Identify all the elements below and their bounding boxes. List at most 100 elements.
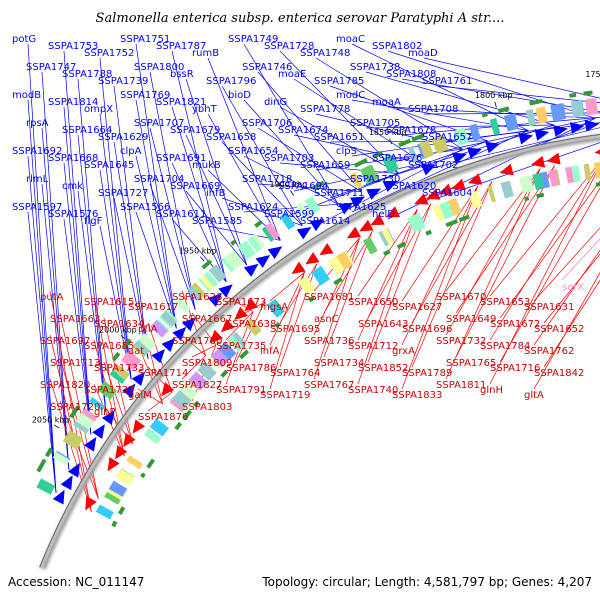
- gene-label[interactable]: SSPA1785: [314, 76, 364, 87]
- gene-label[interactable]: SSPA1654: [228, 146, 278, 157]
- gene-label[interactable]: SSPA1663: [50, 314, 100, 325]
- gene-label[interactable]: modC: [336, 90, 365, 101]
- gene-label[interactable]: SSPA1764: [270, 368, 320, 379]
- gene-label[interactable]: bssR: [170, 69, 194, 80]
- gene-label[interactable]: SSPA1697: [40, 336, 90, 347]
- gene-label[interactable]: mukB: [192, 160, 221, 171]
- gene-label[interactable]: SSPA1789: [402, 368, 452, 379]
- gene-label[interactable]: SSPA1702: [408, 160, 458, 171]
- gene-label[interactable]: pflA: [138, 324, 158, 335]
- gene-label[interactable]: SSPA1753: [48, 41, 98, 52]
- gene-label[interactable]: SSPA1705: [350, 118, 400, 129]
- gene-label[interactable]: SSPA1735: [216, 341, 266, 352]
- gene-label[interactable]: SSPA1706: [242, 118, 292, 129]
- gene-label[interactable]: SSPA1827: [172, 380, 222, 391]
- gene-label[interactable]: SSPA1752: [84, 48, 134, 59]
- gene-label[interactable]: SSPA1668: [48, 153, 98, 164]
- gene-label[interactable]: SSPA1617: [128, 302, 178, 313]
- gene-label[interactable]: SSPA1787: [156, 41, 206, 52]
- gene-label[interactable]: SSPA1626: [172, 292, 222, 303]
- gene-label[interactable]: SSPA1708: [408, 104, 458, 115]
- gene-label[interactable]: bioD: [228, 90, 251, 101]
- gene-label[interactable]: SSPA1620: [386, 181, 436, 192]
- gene-label[interactable]: SSPA1808: [386, 69, 436, 80]
- gene-label[interactable]: SSPA1751: [120, 34, 170, 45]
- gene-label[interactable]: SSPA1585: [192, 216, 242, 227]
- gene-label[interactable]: SSPA1803: [182, 402, 232, 413]
- gene-label[interactable]: SSPA1786: [226, 363, 276, 374]
- gene-label[interactable]: rlmL: [26, 174, 49, 185]
- gene-label[interactable]: SSPA1651: [314, 132, 364, 143]
- gene-label[interactable]: SSPA1800: [134, 62, 184, 73]
- gene-label[interactable]: SSPA1811: [436, 380, 486, 391]
- gene-label[interactable]: SSPA1669: [170, 181, 220, 192]
- gene-label[interactable]: SSPA1762: [524, 346, 574, 357]
- gene-label[interactable]: galM: [128, 390, 152, 401]
- gene-label[interactable]: SSPA1615: [84, 297, 134, 308]
- gene-label[interactable]: SSPA1692: [12, 146, 62, 157]
- gene-label[interactable]: SSPA1678: [386, 125, 436, 136]
- gene-label[interactable]: SSPA1778: [300, 104, 350, 115]
- gene-label[interactable]: SSPA1696: [402, 324, 452, 335]
- gene-label[interactable]: SSPA1796: [206, 76, 256, 87]
- gene-label[interactable]: SSPA1733: [94, 363, 144, 374]
- gene-label[interactable]: SSPA1876: [138, 412, 188, 423]
- gene-label[interactable]: helD: [372, 209, 395, 220]
- gene-label[interactable]: aat: [128, 346, 144, 357]
- gene-label[interactable]: modB: [12, 90, 41, 101]
- gene-label[interactable]: SSPA1627: [392, 302, 442, 313]
- gene-label[interactable]: SSPA1732: [436, 336, 486, 347]
- rna-label[interactable]: serX: [562, 282, 584, 293]
- gene-label[interactable]: SSPA1720: [50, 402, 100, 413]
- gene-label[interactable]: SSPA1695: [270, 324, 320, 335]
- gene-label[interactable]: glnP: [94, 407, 116, 418]
- gene-label[interactable]: SSPA1718: [242, 174, 292, 185]
- gene-label[interactable]: SSPA1784: [480, 341, 530, 352]
- gene-label[interactable]: SSPA1748: [300, 48, 350, 59]
- gene-label[interactable]: SSPA1821: [156, 97, 206, 108]
- gene-label[interactable]: SSPA1719: [260, 390, 310, 401]
- gene-label[interactable]: SSPA1691: [156, 153, 206, 164]
- gene-label[interactable]: SSPA1650: [348, 297, 398, 308]
- gene-label[interactable]: SSPA1681: [304, 292, 354, 303]
- gene-label[interactable]: SSPA1634: [94, 319, 144, 330]
- gene-label[interactable]: SSPA1703: [264, 153, 314, 164]
- gene-label[interactable]: SSPA1704: [134, 174, 184, 185]
- gene-label[interactable]: SSPA1749: [228, 34, 278, 45]
- gene-label[interactable]: SSPA1833: [392, 390, 442, 401]
- gene-label[interactable]: moaD: [408, 48, 438, 59]
- gene-label[interactable]: SSPA1676: [372, 153, 422, 164]
- gene-label[interactable]: ybhT: [192, 104, 218, 115]
- gene-label[interactable]: moaC: [336, 34, 365, 45]
- gene-label[interactable]: SSPA1714: [138, 368, 188, 379]
- gene-label[interactable]: SSPA1737: [84, 385, 134, 396]
- gene-label[interactable]: SSPA1674: [278, 125, 328, 136]
- gene-label[interactable]: SSPA1765: [446, 358, 496, 369]
- gene-label[interactable]: SSPA1655: [84, 341, 134, 352]
- gene-label[interactable]: SSPA1673: [216, 297, 266, 308]
- gene-label[interactable]: SSPA1649: [446, 314, 496, 325]
- gene-label[interactable]: SSPA1746: [242, 62, 292, 73]
- gene-label[interactable]: SSPA1631: [524, 302, 574, 313]
- gene-label[interactable]: clpS: [336, 146, 357, 157]
- gene-label[interactable]: glnH: [480, 385, 503, 396]
- gene-label[interactable]: grxA: [392, 346, 415, 357]
- gene-label[interactable]: SSPA1712: [348, 341, 398, 352]
- gene-label[interactable]: SSPA1716: [490, 363, 540, 374]
- gene-label[interactable]: SSPA1791: [216, 385, 266, 396]
- gene-label[interactable]: asnC: [314, 314, 339, 325]
- gene-label[interactable]: potG: [12, 34, 36, 45]
- gene-label[interactable]: SSPA1734: [314, 358, 364, 369]
- gene-label[interactable]: SSPA1643: [358, 319, 408, 330]
- gene-label[interactable]: SSPA1576: [48, 209, 98, 220]
- gene-label[interactable]: SSPA1664: [62, 125, 112, 136]
- gene-label[interactable]: SSPA1727: [98, 188, 148, 199]
- gene-label[interactable]: SSPA1767: [304, 380, 354, 391]
- gene-label[interactable]: SSPA1672: [490, 319, 540, 330]
- gene-label[interactable]: SSPA1747: [26, 62, 76, 73]
- gene-label[interactable]: SSPA1730: [350, 174, 400, 185]
- gene-label[interactable]: SSPA1599: [264, 209, 314, 220]
- gene-label[interactable]: SSPA1739: [98, 76, 148, 87]
- gene-label[interactable]: SSPA1604: [422, 188, 472, 199]
- gene-label[interactable]: SSPA1713: [50, 358, 100, 369]
